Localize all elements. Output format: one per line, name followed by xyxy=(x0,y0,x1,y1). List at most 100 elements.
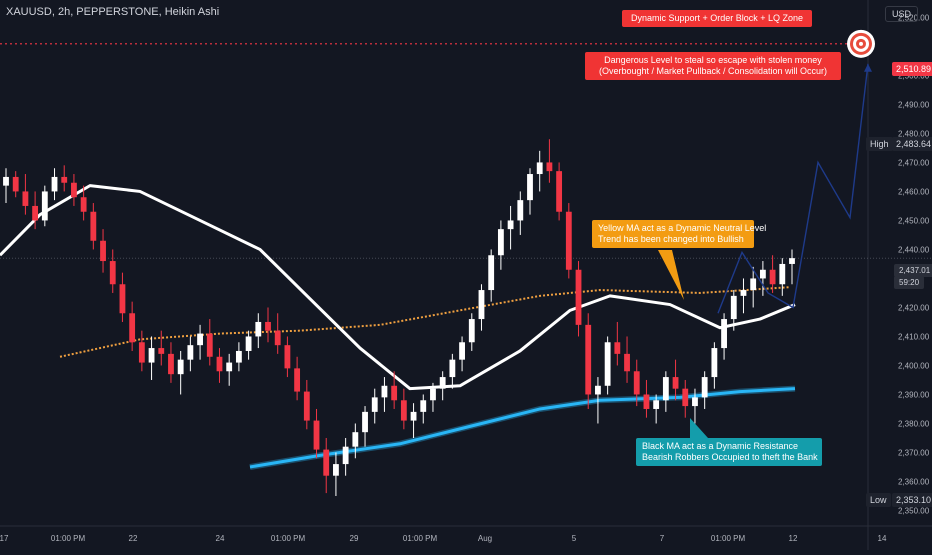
symbol-label[interactable]: XAUUSD, 2h, PEPPERSTONE, Heikin Ashi xyxy=(6,6,220,18)
candle-body xyxy=(3,176,9,186)
projection-arrowhead xyxy=(864,63,872,72)
date-tick-label: 7 xyxy=(660,534,665,543)
candle-body xyxy=(158,348,165,354)
candle-body xyxy=(556,171,563,212)
date-tick-label: 24 xyxy=(216,534,225,543)
price-tick-label: 2,460.00 xyxy=(898,187,930,196)
candle-body xyxy=(449,359,456,378)
date-tick-label: 01:00 PM xyxy=(711,534,746,543)
candle-body xyxy=(274,330,281,346)
candle-body xyxy=(119,284,126,314)
candle-body xyxy=(662,377,669,401)
candle-body xyxy=(478,290,485,320)
candle-body xyxy=(585,324,592,395)
candle-body xyxy=(507,220,514,230)
white-ma-line xyxy=(0,184,796,391)
price-tick-label: 2,440.00 xyxy=(898,245,930,254)
candle-body xyxy=(226,362,233,372)
candle-body xyxy=(459,342,465,360)
black-line2: Bearish Robbers Occupied to theft the Ba… xyxy=(642,452,818,462)
price-tick-label: 2,350.00 xyxy=(898,506,930,515)
projection-path xyxy=(717,63,869,314)
candle-body xyxy=(701,377,708,398)
date-tick-label: 17 xyxy=(0,534,9,543)
target-bullseye xyxy=(859,41,863,46)
danger-annotation: Dangerous Level to steal so escape with … xyxy=(585,52,841,80)
price-tick-label: 2,450.00 xyxy=(898,216,930,225)
date-tick-label: 01:00 PM xyxy=(271,534,306,543)
candle-body xyxy=(391,385,398,401)
price-tick-label: 2,400.00 xyxy=(898,361,930,370)
candle-body xyxy=(400,400,407,421)
candle-body xyxy=(109,261,116,285)
danger-line2: (Overbought / Market Pullback / Consolid… xyxy=(598,66,828,76)
candle-body xyxy=(235,350,242,363)
teal-callout-pointer xyxy=(690,418,708,438)
yellow-line1: Yellow MA act as a Dynamic Neutral Level xyxy=(598,223,767,233)
candle-body xyxy=(138,342,145,363)
candle-body xyxy=(284,345,291,369)
candle-body xyxy=(575,269,582,325)
candle-body xyxy=(410,411,417,421)
date-tick-label: 01:00 PM xyxy=(51,534,86,543)
low-price-tag: 2,353.10 xyxy=(892,493,932,507)
candle-body xyxy=(789,258,795,264)
price-tick-label: 2,520.00 xyxy=(898,13,930,22)
candle-body xyxy=(168,353,174,375)
price-tick-label: 2,490.00 xyxy=(898,100,930,109)
candle-body xyxy=(352,432,359,447)
candle-body xyxy=(527,174,533,201)
candle-body xyxy=(22,191,29,206)
candle-body xyxy=(730,295,737,320)
price-tick-label: 2,480.00 xyxy=(898,129,930,138)
yellow-ma-annotation: Yellow MA act as a Dynamic Neutral Level… xyxy=(592,220,767,248)
candle-body xyxy=(430,388,436,401)
black-ma-annotation: Black MA act as a Dynamic Resistance Bea… xyxy=(636,438,822,466)
candle-body xyxy=(303,391,310,421)
candle-body xyxy=(420,400,427,412)
candle-body xyxy=(197,333,203,346)
price-tick-label: 2,410.00 xyxy=(898,332,930,341)
countdown-tag: 59:20 xyxy=(894,276,925,289)
candle-body xyxy=(546,162,553,172)
candle-body xyxy=(41,191,48,221)
currency-button[interactable]: USD xyxy=(884,6,918,22)
candle-body xyxy=(381,385,388,398)
candle-body xyxy=(759,269,766,279)
candle-body xyxy=(100,240,106,262)
candle-body xyxy=(148,348,155,363)
candle-body xyxy=(692,397,698,407)
current-price-tag: 2,437.01 xyxy=(894,264,932,277)
zone-annotation: Dynamic Support + Order Block + LQ Zone xyxy=(622,10,812,27)
price-tick-label: 2,470.00 xyxy=(898,158,930,167)
yellow-line2: Trend has been changed into Bullish xyxy=(598,234,744,244)
candle-body xyxy=(614,342,621,354)
candle-body xyxy=(12,176,19,192)
candle-body xyxy=(51,176,58,192)
candle-body xyxy=(294,368,301,392)
candle-body xyxy=(439,377,446,389)
date-tick-label: 14 xyxy=(878,534,887,543)
candle-body xyxy=(779,263,786,285)
candle-body xyxy=(769,269,776,285)
price-tick-label: 2,370.00 xyxy=(898,448,930,457)
candle-body xyxy=(32,205,39,221)
candle-body xyxy=(177,359,184,375)
candle-body xyxy=(682,388,689,407)
candle-body xyxy=(517,200,524,221)
candle-body xyxy=(71,182,77,198)
low-label: Low xyxy=(866,493,891,507)
candle-body xyxy=(255,321,262,337)
candle-body xyxy=(624,353,630,372)
candle-body xyxy=(672,377,679,389)
candle-body xyxy=(323,449,330,476)
price-tick-label: 2,390.00 xyxy=(898,390,930,399)
date-tick-label: Aug xyxy=(478,534,492,543)
date-tick-label: 01:00 PM xyxy=(403,534,438,543)
high-price-tag: 2,483.64 xyxy=(892,137,932,151)
candle-body xyxy=(750,278,757,291)
zone-text: Dynamic Support + Order Block + LQ Zone xyxy=(630,13,804,23)
price-tick-label: 2,380.00 xyxy=(898,419,930,428)
